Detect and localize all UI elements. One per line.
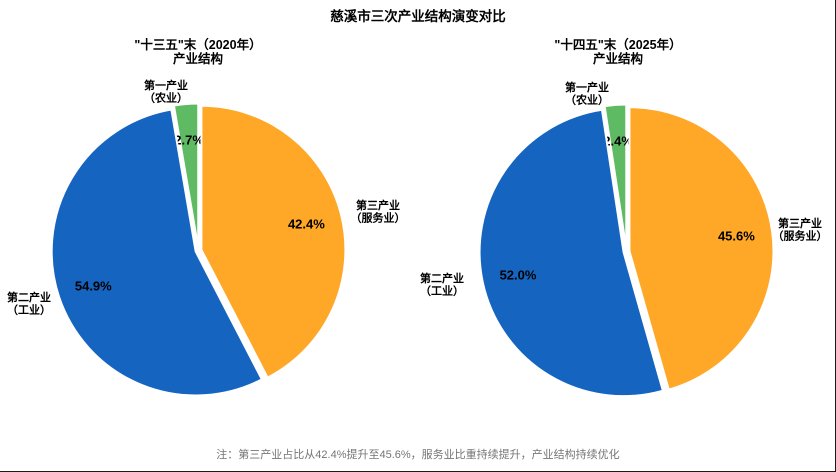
pie-2025-subtitle-line2: 产业结构: [592, 52, 643, 66]
pct-label: 52.0%: [500, 268, 537, 283]
category-label: 第二产业（工业）: [7, 290, 51, 317]
pct-label: 54.9%: [75, 278, 112, 293]
pct-label: 2.4%: [603, 133, 633, 148]
category-label: 第一产业（农业）: [565, 80, 609, 107]
pie-2025-slice-2: [628, 106, 775, 391]
pie-2020-subtitle-line2: 产业结构: [172, 52, 223, 66]
category-label: 第二产业（工业）: [420, 271, 464, 298]
pie-2025-subtitle: "十四五"末（2025年） 产业结构: [468, 38, 768, 66]
pct-label: 2.7%: [174, 132, 204, 147]
pct-label: 45.6%: [718, 229, 755, 244]
category-label: 第一产业（农业）: [144, 78, 188, 105]
footnote: 注：第三产业占比从42.4%提升至45.6%，服务业比重持续提升，产业结构持续优…: [216, 449, 620, 461]
pie-2020-subtitle-line1: "十三五"末（2020年）: [134, 38, 262, 52]
category-label: 第三产业（服务业）: [351, 198, 406, 225]
category-label: 第三产业（服务业）: [773, 216, 828, 243]
pct-label: 42.4%: [288, 217, 325, 232]
pie-2020-subtitle: "十三五"末（2020年） 产业结构: [48, 38, 348, 66]
pie-2020-slice-0: [172, 102, 200, 249]
pie-2025-slice-1: [478, 108, 664, 398]
pie-2020-slice-1: [50, 108, 263, 397]
pie-2025-slice-0: [603, 103, 628, 250]
chart-title: 慈溪市三次产业结构演变对比: [330, 9, 506, 24]
pie-2025-subtitle-line1: "十四五"末（2025年）: [554, 38, 682, 52]
pie-2020-slice-2: [200, 104, 347, 379]
